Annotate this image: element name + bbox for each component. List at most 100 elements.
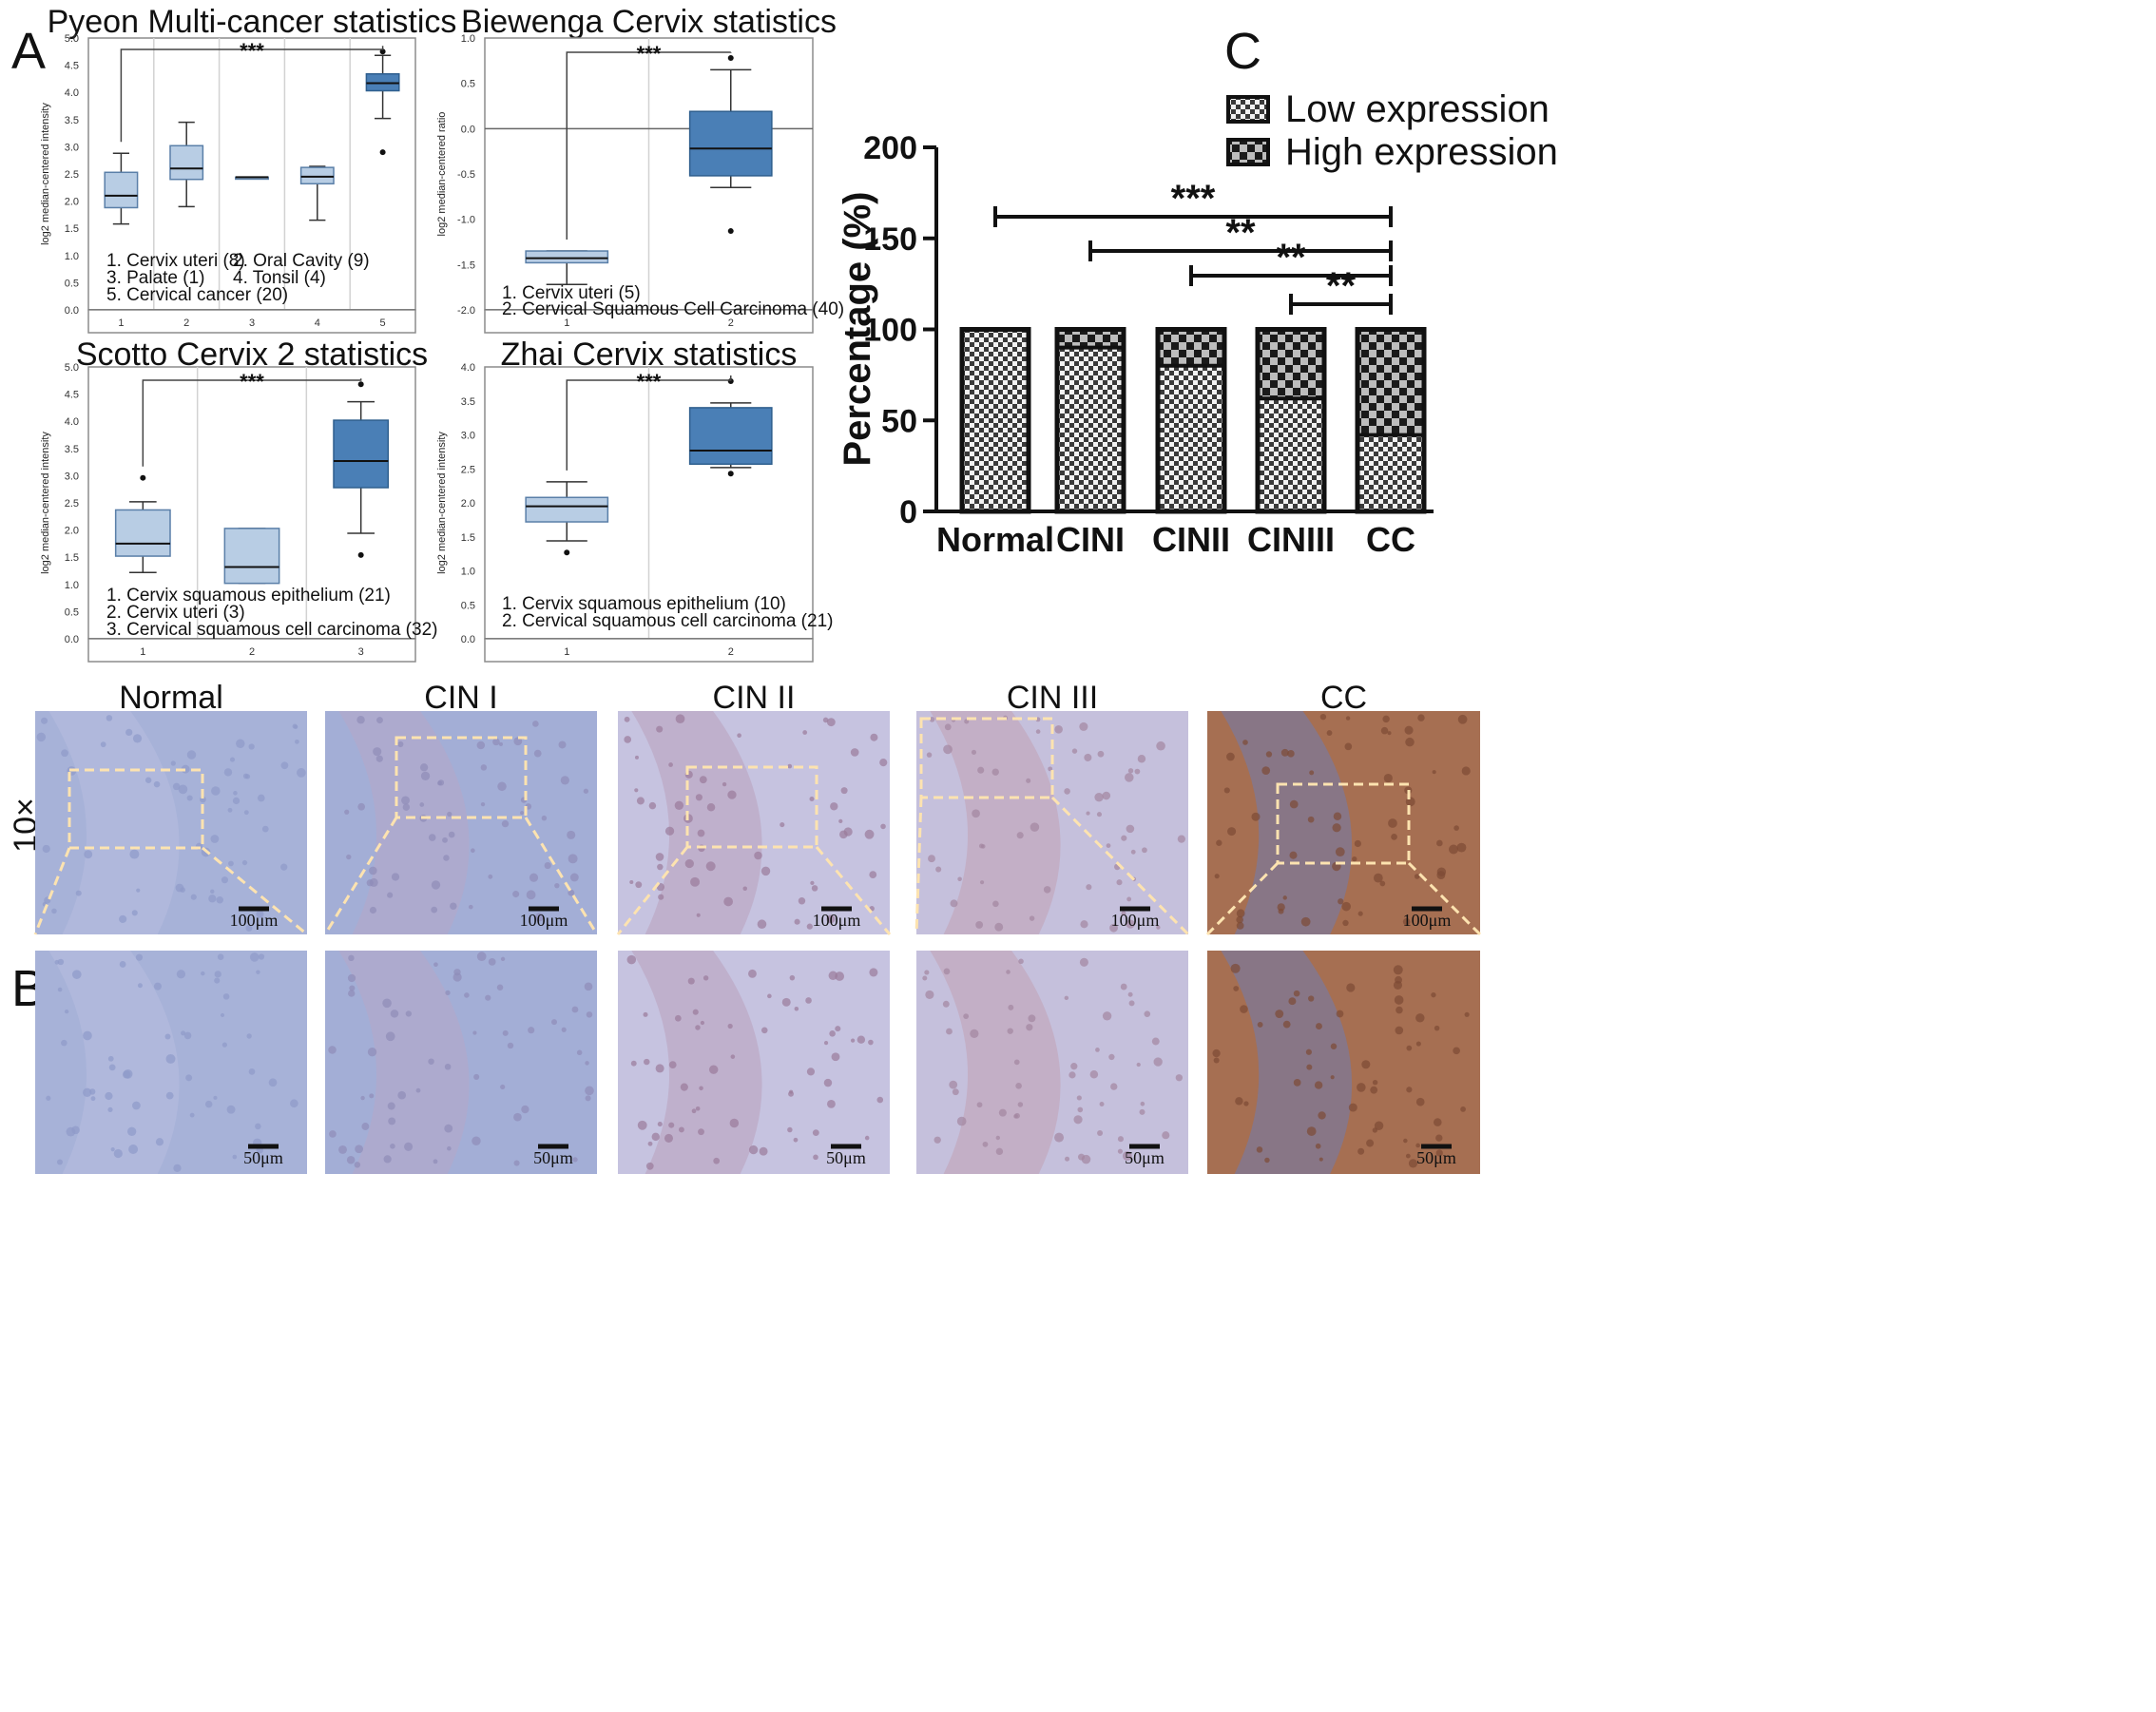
- cell-nucleus: [551, 1019, 557, 1026]
- cell-nucleus: [1251, 812, 1261, 821]
- cell-nucleus: [950, 899, 958, 908]
- cell-nucleus: [727, 1023, 733, 1029]
- cell-nucleus: [532, 721, 539, 727]
- cell-nucleus: [349, 985, 356, 991]
- cell-nucleus: [838, 818, 843, 824]
- cell-nucleus: [280, 863, 288, 871]
- significance-bracket: [120, 46, 384, 143]
- cell-nucleus: [636, 797, 645, 805]
- cell-nucleus: [221, 1042, 227, 1048]
- cell-nucleus: [568, 854, 578, 864]
- cell-nucleus: [83, 1030, 92, 1041]
- cell-nucleus: [977, 766, 985, 774]
- cell-nucleus: [1233, 986, 1240, 991]
- cell-nucleus: [348, 990, 356, 997]
- x-tick-label: 3: [249, 317, 255, 329]
- cell-nucleus: [338, 1145, 347, 1154]
- x-tick-label: CINI: [1056, 520, 1125, 559]
- cell-nucleus: [280, 761, 289, 770]
- cell-nucleus: [1116, 879, 1123, 886]
- x-tick-label: 2: [728, 317, 734, 329]
- cell-nucleus: [1079, 721, 1088, 731]
- cell-nucleus: [922, 975, 928, 981]
- zoom-region-box: [395, 736, 528, 819]
- cell-nucleus: [488, 957, 496, 966]
- cell-nucleus: [245, 924, 253, 932]
- cell-nucleus: [645, 1162, 654, 1170]
- cell-nucleus: [697, 829, 705, 837]
- cell-nucleus: [678, 1126, 684, 1133]
- cell-nucleus: [695, 1025, 701, 1030]
- bar-outline: [1155, 327, 1227, 514]
- cell-nucleus: [924, 970, 930, 975]
- cell-nucleus: [1015, 1083, 1022, 1089]
- cell-nucleus: [1127, 991, 1133, 997]
- cell-nucleus: [232, 1154, 238, 1160]
- scale-bar-label: 50μm: [1125, 1148, 1165, 1167]
- cell-nucleus: [492, 738, 500, 746]
- cell-nucleus: [1064, 788, 1070, 795]
- cell-nucleus: [674, 800, 684, 810]
- cell-nucleus: [213, 1095, 218, 1100]
- tissue-band: [48, 711, 180, 934]
- y-tick-label: 3.0: [65, 471, 79, 482]
- bar-low-segment: [1357, 434, 1424, 511]
- cell-nucleus: [826, 914, 836, 924]
- cell-nucleus: [220, 1012, 225, 1018]
- cell-nucleus: [1029, 915, 1035, 921]
- cell-nucleus: [657, 863, 664, 871]
- cell-nucleus: [1144, 1010, 1151, 1017]
- cell-nucleus: [952, 1088, 959, 1096]
- cell-nucleus: [713, 1157, 721, 1164]
- cell-nucleus: [502, 1029, 509, 1036]
- cell-nucleus: [1348, 1103, 1357, 1112]
- cell-nucleus: [1314, 1081, 1323, 1089]
- cell-nucleus: [401, 796, 411, 805]
- x-tick-strip: [87, 638, 416, 663]
- cell-nucleus: [214, 977, 221, 984]
- cell-nucleus: [1070, 1063, 1078, 1070]
- cell-nucleus: [388, 1117, 396, 1125]
- legend-entry: 2. Cervical squamous cell carcinoma (21): [502, 611, 833, 631]
- cell-nucleus: [1405, 797, 1415, 807]
- cell-nucleus: [36, 732, 47, 742]
- cell-nucleus: [809, 796, 815, 802]
- cell-nucleus: [172, 782, 181, 791]
- cell-nucleus: [655, 1064, 664, 1073]
- outlier-point: [727, 471, 734, 477]
- cell-nucleus: [1080, 920, 1088, 929]
- cell-nucleus: [1395, 1026, 1404, 1035]
- cell-nucleus: [83, 1087, 92, 1097]
- bar-outline: [1054, 327, 1126, 514]
- cell-nucleus: [1300, 916, 1311, 927]
- significance-bracket: [566, 51, 732, 240]
- cell-nucleus: [935, 866, 942, 873]
- cell-nucleus: [823, 1041, 829, 1046]
- cell-nucleus: [243, 810, 249, 816]
- x-tick-strip: [484, 638, 814, 663]
- legend-entry: 1. Cervix uteri (5): [502, 283, 641, 303]
- cell-nucleus: [794, 1006, 799, 1011]
- cell-nucleus: [1357, 1083, 1366, 1092]
- y-axis-label: log2 median-centered ratio: [436, 112, 448, 237]
- cell-nucleus: [189, 1112, 195, 1118]
- cell-nucleus: [1126, 919, 1135, 929]
- y-tick-label: 4.5: [65, 61, 79, 72]
- cell-nucleus: [107, 1106, 113, 1112]
- cell-nucleus: [729, 1118, 740, 1128]
- cell-nucleus: [1405, 1153, 1411, 1159]
- x-tick-label: CINIII: [1247, 520, 1335, 559]
- cell-nucleus: [329, 1130, 337, 1138]
- cell-nucleus: [789, 1089, 794, 1094]
- panel-label-a: A: [11, 23, 46, 80]
- cell-nucleus: [1453, 825, 1459, 831]
- cell-nucleus: [433, 962, 438, 968]
- cell-nucleus: [480, 764, 488, 771]
- cell-nucleus: [1121, 911, 1126, 916]
- cell-nucleus: [1256, 1146, 1263, 1153]
- cell-nucleus: [880, 823, 886, 830]
- cell-nucleus: [391, 873, 400, 881]
- outlier-point: [379, 149, 386, 156]
- cell-nucleus: [1319, 713, 1327, 721]
- cell-nucleus: [1282, 1020, 1291, 1029]
